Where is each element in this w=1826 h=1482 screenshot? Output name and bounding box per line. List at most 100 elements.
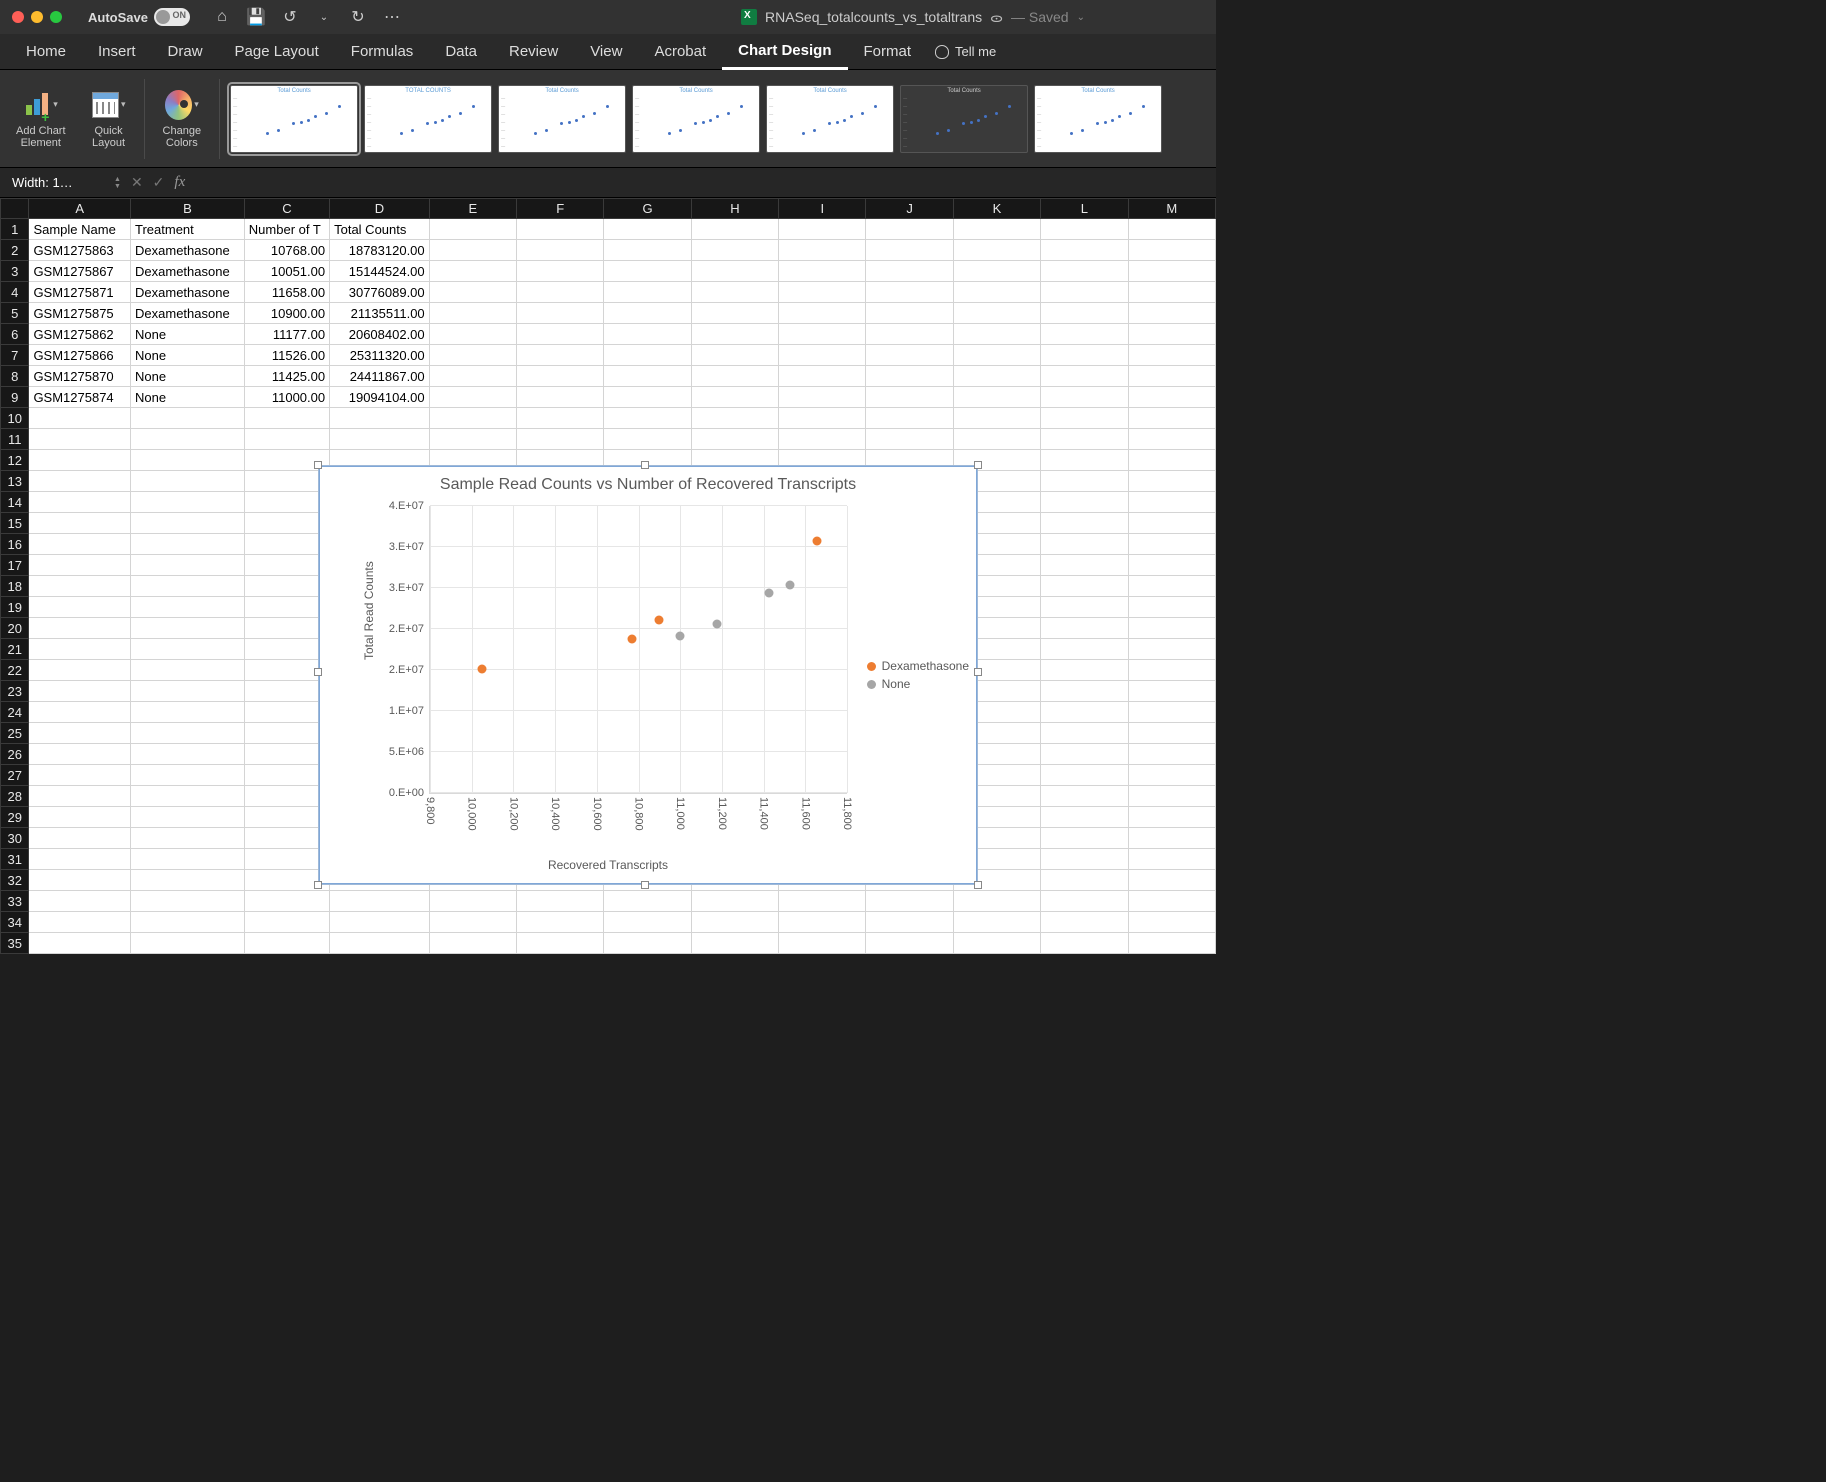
cell-M15[interactable]	[1128, 513, 1215, 534]
cell-D6[interactable]: 20608402.00	[330, 324, 430, 345]
column-header-K[interactable]: K	[953, 199, 1040, 219]
legend-item[interactable]: None	[867, 677, 969, 691]
cell-E8[interactable]	[429, 366, 516, 387]
cell-L28[interactable]	[1041, 786, 1128, 807]
column-header-D[interactable]: D	[330, 199, 430, 219]
table-row[interactable]: 9GSM1275874None11000.0019094104.00	[1, 387, 1216, 408]
formula-input[interactable]	[195, 172, 1210, 194]
cell-A18[interactable]	[29, 576, 131, 597]
resize-handle[interactable]	[314, 881, 322, 889]
cell-B28[interactable]	[131, 786, 245, 807]
column-header-E[interactable]: E	[429, 199, 516, 219]
cell-D9[interactable]: 19094104.00	[330, 387, 430, 408]
cell-C34[interactable]	[244, 912, 329, 933]
cell-A1[interactable]: Sample Name	[29, 219, 131, 240]
cell-B33[interactable]	[131, 891, 245, 912]
cell-J4[interactable]	[866, 282, 953, 303]
cell-M19[interactable]	[1128, 597, 1215, 618]
cell-C16[interactable]	[244, 534, 329, 555]
cell-H2[interactable]	[691, 240, 778, 261]
cell-I11[interactable]	[779, 429, 866, 450]
cell-C35[interactable]	[244, 933, 329, 954]
quick-layout-button[interactable]: ▾ QuickLayout	[84, 88, 134, 149]
cell-A25[interactable]	[29, 723, 131, 744]
cell-E6[interactable]	[429, 324, 516, 345]
data-point[interactable]	[627, 634, 636, 643]
column-header-G[interactable]: G	[604, 199, 691, 219]
cell-B31[interactable]	[131, 849, 245, 870]
cell-G8[interactable]	[604, 366, 691, 387]
cell-L7[interactable]	[1041, 345, 1128, 366]
resize-handle[interactable]	[314, 668, 322, 676]
cell-E7[interactable]	[429, 345, 516, 366]
cell-L3[interactable]	[1041, 261, 1128, 282]
resize-handle[interactable]	[314, 461, 322, 469]
cell-A19[interactable]	[29, 597, 131, 618]
cell-B29[interactable]	[131, 807, 245, 828]
cell-C23[interactable]	[244, 681, 329, 702]
cell-M26[interactable]	[1128, 744, 1215, 765]
cell-M24[interactable]	[1128, 702, 1215, 723]
row-header-35[interactable]: 35	[1, 933, 29, 954]
cell-L19[interactable]	[1041, 597, 1128, 618]
cell-M8[interactable]	[1128, 366, 1215, 387]
cell-L25[interactable]	[1041, 723, 1128, 744]
cell-M21[interactable]	[1128, 639, 1215, 660]
cell-B2[interactable]: Dexamethasone	[131, 240, 245, 261]
data-point[interactable]	[785, 581, 794, 590]
column-header-M[interactable]: M	[1128, 199, 1215, 219]
tab-review[interactable]: Review	[493, 34, 574, 70]
cell-B13[interactable]	[131, 471, 245, 492]
row-header-6[interactable]: 6	[1, 324, 29, 345]
maximize-icon[interactable]	[50, 11, 62, 23]
cell-M13[interactable]	[1128, 471, 1215, 492]
data-point[interactable]	[676, 632, 685, 641]
cell-G34[interactable]	[604, 912, 691, 933]
cell-L26[interactable]	[1041, 744, 1128, 765]
cell-C8[interactable]: 11425.00	[244, 366, 329, 387]
data-point[interactable]	[813, 536, 822, 545]
cell-A15[interactable]	[29, 513, 131, 534]
cell-M4[interactable]	[1128, 282, 1215, 303]
cell-C25[interactable]	[244, 723, 329, 744]
cell-M16[interactable]	[1128, 534, 1215, 555]
table-row[interactable]: 1Sample NameTreatmentNumber of TTotal Co…	[1, 219, 1216, 240]
cell-C14[interactable]	[244, 492, 329, 513]
cell-C13[interactable]	[244, 471, 329, 492]
cell-M30[interactable]	[1128, 828, 1215, 849]
resize-handle[interactable]	[974, 881, 982, 889]
column-header-I[interactable]: I	[779, 199, 866, 219]
cell-D10[interactable]	[330, 408, 430, 429]
namebox-spinner[interactable]: ▲▼	[114, 176, 121, 190]
tell-me-button[interactable]: Tell me	[935, 44, 996, 59]
cell-F7[interactable]	[517, 345, 604, 366]
cell-E5[interactable]	[429, 303, 516, 324]
cell-M20[interactable]	[1128, 618, 1215, 639]
cell-F10[interactable]	[517, 408, 604, 429]
cell-L15[interactable]	[1041, 513, 1128, 534]
row-header-30[interactable]: 30	[1, 828, 29, 849]
cell-C3[interactable]: 10051.00	[244, 261, 329, 282]
cell-B17[interactable]	[131, 555, 245, 576]
cell-A26[interactable]	[29, 744, 131, 765]
cell-A33[interactable]	[29, 891, 131, 912]
cell-B26[interactable]	[131, 744, 245, 765]
row-header-4[interactable]: 4	[1, 282, 29, 303]
tab-chart-design[interactable]: Chart Design	[722, 34, 847, 70]
cell-B12[interactable]	[131, 450, 245, 471]
chart-style-3[interactable]: Total Counts———————	[498, 85, 626, 153]
cell-C7[interactable]: 11526.00	[244, 345, 329, 366]
cell-K34[interactable]	[953, 912, 1040, 933]
chart-legend[interactable]: DexamethasoneNone	[867, 655, 969, 695]
cell-L23[interactable]	[1041, 681, 1128, 702]
cell-H5[interactable]	[691, 303, 778, 324]
cell-L4[interactable]	[1041, 282, 1128, 303]
table-row[interactable]: 2GSM1275863Dexamethasone10768.0018783120…	[1, 240, 1216, 261]
cell-M10[interactable]	[1128, 408, 1215, 429]
cell-E1[interactable]	[429, 219, 516, 240]
cell-L16[interactable]	[1041, 534, 1128, 555]
cell-H4[interactable]	[691, 282, 778, 303]
cell-B30[interactable]	[131, 828, 245, 849]
cell-M18[interactable]	[1128, 576, 1215, 597]
cell-C24[interactable]	[244, 702, 329, 723]
